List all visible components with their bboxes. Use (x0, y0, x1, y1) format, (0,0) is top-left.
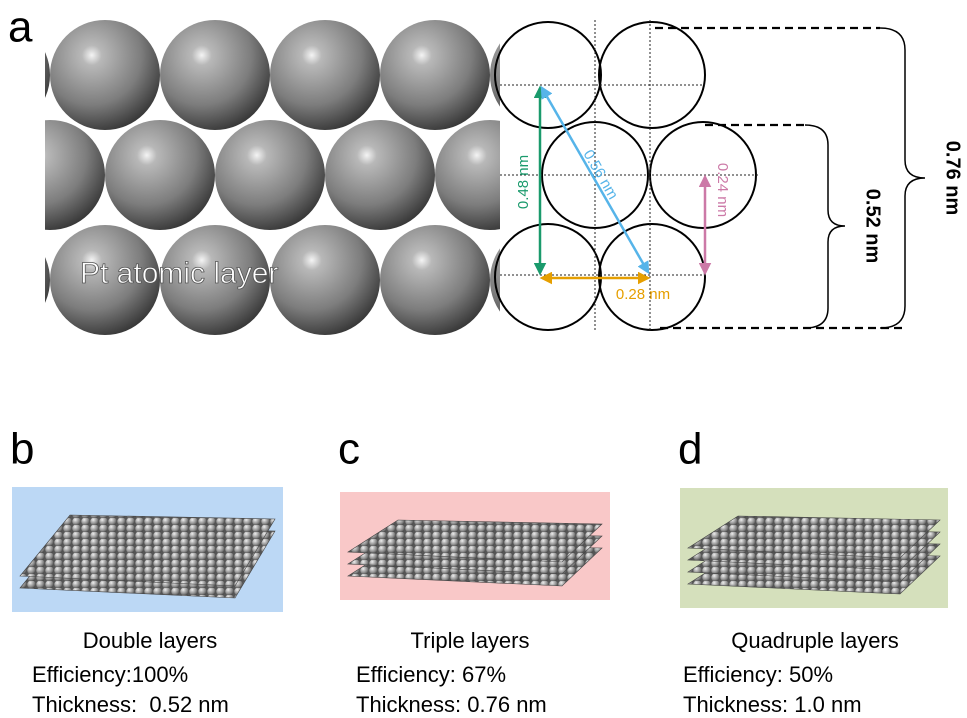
panels: b Double layers Efficiency:100% Thickness: … (10, 425, 948, 717)
atom (215, 120, 325, 230)
slab (688, 516, 940, 594)
thickness: Thickness: 1.0 nm (683, 692, 862, 717)
atom (380, 20, 490, 130)
slab (348, 520, 602, 586)
atom (270, 225, 380, 335)
bracket-label: 0.76 nm (942, 141, 964, 215)
atom (0, 225, 50, 335)
efficiency: Efficiency: 67% (356, 662, 506, 687)
atom (50, 20, 160, 130)
atom (270, 20, 380, 130)
efficiency: Efficiency: 50% (683, 662, 833, 687)
panel-label: d (678, 425, 702, 474)
thickness: Thickness: 0.76 nm (356, 692, 547, 717)
atom (325, 120, 435, 230)
dimension-label: 0.48 nm (515, 155, 532, 209)
atom-outline (495, 22, 601, 128)
efficiency: Efficiency:100% (32, 662, 188, 687)
dimension-label: 0.24 nm (714, 163, 731, 217)
atom (105, 120, 215, 230)
atom-outline (599, 22, 705, 128)
panel-title: Double layers (83, 628, 218, 653)
dimension-label: 0.28 nm (616, 286, 670, 303)
layer-label: Pt atomic layer (80, 257, 278, 290)
panel-label: c (338, 425, 360, 474)
atom (380, 225, 490, 335)
figure: a 0.48 nm 0.56 nm 0.24 nm 0.28 nm Pt ato… (0, 0, 967, 718)
panel-title: Quadruple layers (731, 628, 899, 653)
atom (160, 20, 270, 130)
bracket-label: 0.52 nm (862, 189, 884, 263)
panel-title: Triple layers (411, 628, 530, 653)
panel-label: b (10, 425, 34, 474)
panel-label: a (8, 3, 33, 52)
thickness: Thickness: 0.52 nm (32, 692, 229, 717)
atom (0, 120, 105, 230)
